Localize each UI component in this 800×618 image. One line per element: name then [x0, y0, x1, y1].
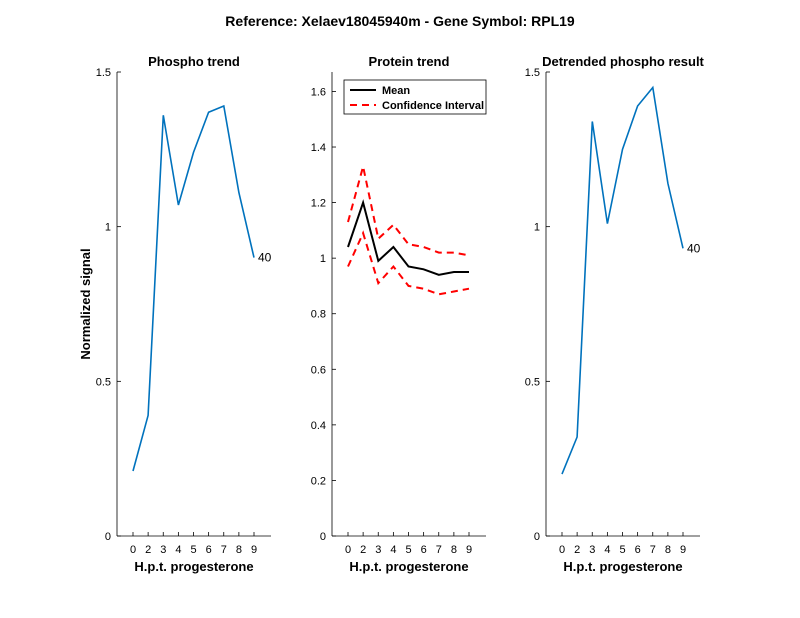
protein-y-tick-label: 0	[320, 531, 326, 543]
protein-x-tick-label: 4	[390, 544, 396, 556]
detrended-x-tick-label: 9	[680, 544, 686, 556]
protein-x-tick-label: 5	[405, 544, 411, 556]
detrended-x-tick-label: 0	[559, 544, 565, 556]
phospho-x-tick-label: 0	[130, 544, 136, 556]
protein-x-tick-label: 9	[466, 544, 472, 556]
detrended-y-tick-label: 0.5	[525, 376, 540, 388]
detrended-y-tick-label: 0	[534, 531, 540, 543]
protein-legend	[343, 79, 487, 115]
protein-ci-lower-line	[347, 230, 470, 296]
detrended-x-tick-label: 2	[574, 544, 580, 556]
detrended-x-tick-label: 6	[635, 544, 641, 556]
protein-x-tick-label: 7	[436, 544, 442, 556]
detrended-x-tick-label: 5	[619, 544, 625, 556]
phospho-x-tick-label: 8	[236, 544, 242, 556]
phospho-y-tick-label: 1	[105, 222, 111, 234]
protein-y-tick-label: 1.2	[311, 198, 326, 210]
phospho-x-tick-label: 3	[160, 544, 166, 556]
protein-y-tick-label: 0.8	[311, 309, 326, 321]
protein-y-tick-label: 1.6	[311, 86, 326, 98]
phospho-y-tick-label: 0	[105, 531, 111, 543]
protein-y-tick-label: 1.4	[311, 142, 326, 154]
protein-y-tick-label: 0.4	[311, 420, 326, 432]
detrended-y-tick-label: 1	[534, 222, 540, 234]
detrended-x-axis-label: H.p.t. progesterone	[563, 559, 682, 574]
phospho-x-tick-label: 5	[190, 544, 196, 556]
phospho-y-tick-label: 0.5	[96, 376, 111, 388]
detrended-chart-title: Detrended phospho result	[542, 54, 704, 69]
phospho-y-axis-label: Normalized signal	[78, 248, 93, 359]
phospho-x-tick-label: 7	[221, 544, 227, 556]
phospho-x-tick-label: 9	[251, 544, 257, 556]
phospho-x-tick-label: 4	[175, 544, 181, 556]
phospho-x-axis-label: H.p.t. progesterone	[134, 559, 253, 574]
protein-x-tick-label: 0	[345, 544, 351, 556]
legend-mean-label: Mean	[382, 85, 410, 97]
protein-y-tick-label: 0.2	[311, 475, 326, 487]
detrended-y-tick-label: 1.5	[525, 67, 540, 79]
phospho-series-line	[132, 104, 255, 472]
phospho-chart-title: Phospho trend	[148, 54, 240, 69]
detrended-x-tick-label: 4	[604, 544, 610, 556]
protein-mean-line	[347, 199, 469, 276]
figure-suptitle: Reference: Xelaev18045940m - Gene Symbol…	[225, 13, 575, 29]
protein-y-tick-label: 1	[320, 253, 326, 265]
detrended-x-tick-label: 8	[665, 544, 671, 556]
detrended-x-tick-label: 3	[589, 544, 595, 556]
protein-chart-title: Protein trend	[369, 54, 450, 69]
protein-x-tick-label: 3	[375, 544, 381, 556]
detrended-end-label: 40	[687, 241, 701, 255]
phospho-end-label: 40	[258, 251, 272, 265]
protein-ci-upper-line	[347, 166, 470, 257]
detrended-x-tick-label: 7	[650, 544, 656, 556]
protein-x-tick-label: 8	[451, 544, 457, 556]
phospho-trend-panel: Phospho trend H.p.t. progesterone Normaliz…	[78, 54, 272, 574]
phospho-y-tick-label: 1.5	[96, 67, 111, 79]
phospho-x-tick-label: 2	[145, 544, 151, 556]
phospho-x-tick-label: 6	[206, 544, 212, 556]
detrended-series-line	[561, 85, 684, 475]
protein-x-tick-label: 2	[360, 544, 366, 556]
protein-y-tick-label: 0.6	[311, 364, 326, 376]
protein-x-axis-label: H.p.t. progesterone	[349, 559, 468, 574]
protein-x-tick-label: 6	[421, 544, 427, 556]
legend-ci-label: Confidence Interval	[382, 100, 484, 112]
detrended-phospho-panel: Detrended phospho result H.p.t. progester…	[525, 54, 705, 574]
